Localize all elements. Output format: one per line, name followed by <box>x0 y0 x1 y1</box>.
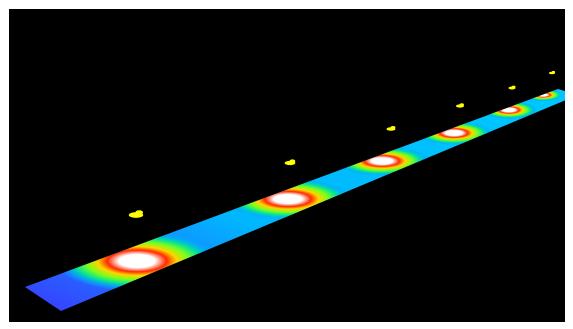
marker-glyph <box>548 70 556 75</box>
marker-glyph <box>284 159 296 166</box>
marker-group <box>128 70 556 218</box>
hotspot <box>523 89 563 101</box>
hotspot <box>224 178 352 220</box>
hotspot <box>416 121 492 145</box>
marker-glyph <box>128 210 144 218</box>
3d-viewport[interactable] <box>9 9 565 322</box>
heat-strip-scene <box>25 70 565 311</box>
marker-glyph <box>386 126 396 131</box>
heat-strip <box>25 89 565 311</box>
hotspot <box>55 231 219 291</box>
marker-glyph <box>455 103 465 108</box>
marker-glyph <box>508 85 516 90</box>
hotspot <box>334 146 430 176</box>
hotspot <box>481 101 537 119</box>
